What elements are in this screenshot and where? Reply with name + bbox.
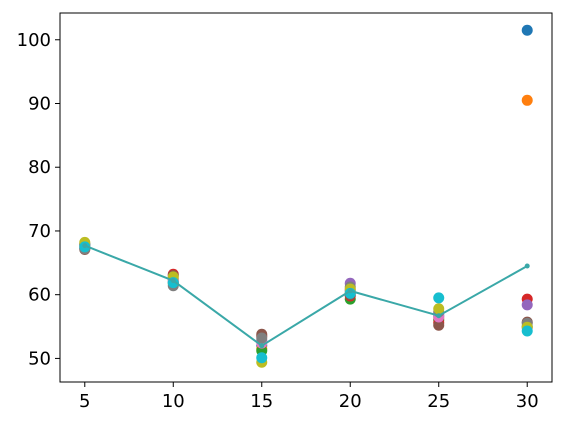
y-tick-label-2: 70 — [28, 221, 51, 242]
x-tick-label-5: 30 — [516, 391, 539, 412]
y-tick-label-5: 100 — [17, 30, 51, 51]
x-tick-label-0: 5 — [79, 391, 90, 412]
scatter-point-s8-4 — [433, 303, 445, 315]
mean-line-point-3 — [347, 288, 353, 294]
scatter-point-s7-2 — [256, 332, 268, 344]
y-tick-label-4: 90 — [28, 93, 51, 114]
mean-line-point-0 — [82, 243, 88, 249]
scatter-point-s1-5 — [521, 94, 533, 106]
x-tick-label-1: 10 — [162, 391, 185, 412]
mean-line-point-5 — [524, 263, 530, 269]
x-tick-label-4: 25 — [427, 391, 450, 412]
mean-line-point-1 — [170, 278, 176, 284]
chart-marks — [79, 24, 533, 368]
mean-line — [84, 244, 528, 347]
x-tick-label-3: 20 — [339, 391, 362, 412]
scatter-point-s5-4 — [433, 319, 445, 331]
scatter-point-s9-2 — [256, 352, 268, 364]
scatter-point-s9-4 — [433, 292, 445, 304]
mean-line-point-2 — [259, 343, 265, 349]
y-axis: 50 60 70 80 90 100 — [17, 30, 60, 369]
y-tick-label-3: 80 — [28, 157, 51, 178]
mean-line-point-4 — [436, 313, 442, 319]
x-tick-label-2: 15 — [250, 391, 273, 412]
scatter-point-s0-5 — [521, 24, 533, 36]
scatter-point-s9-5 — [521, 325, 533, 337]
plot-frame — [59, 12, 553, 383]
scatter-point-s4-5 — [521, 299, 533, 311]
x-axis: 5 10 15 20 25 30 — [79, 382, 539, 412]
y-tick-label-0: 50 — [28, 348, 51, 369]
y-tick-label-1: 60 — [28, 285, 51, 306]
